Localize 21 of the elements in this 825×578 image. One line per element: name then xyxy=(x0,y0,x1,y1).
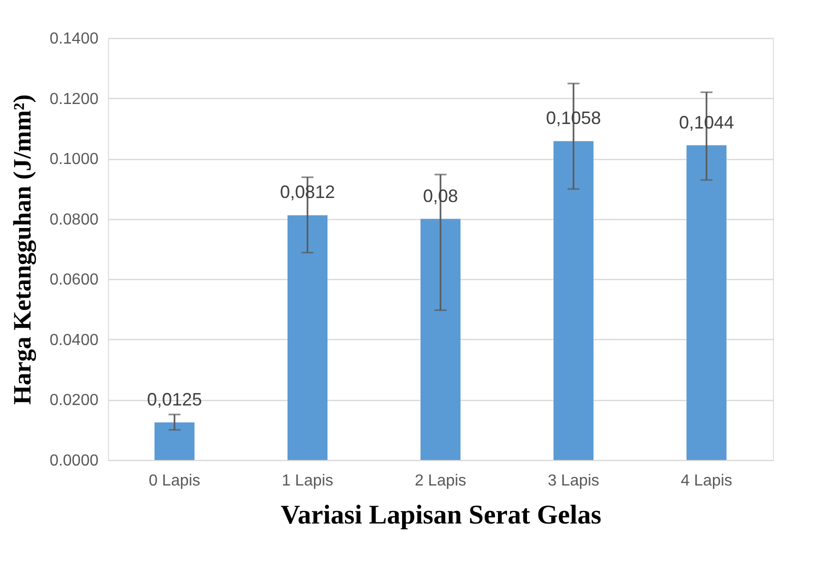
y-tick-label: 0.0800 xyxy=(50,211,99,228)
y-tick-label: 0.0000 xyxy=(50,452,99,470)
x-tick-label: 4 Lapis xyxy=(680,472,732,490)
y-tick-label: 0.1200 xyxy=(50,90,99,108)
y-tick-label: 0.0200 xyxy=(50,392,99,410)
x-tick-label: 1 Lapis xyxy=(282,472,334,490)
x-tick-label: 0 Lapis xyxy=(148,472,200,490)
y-tick-label: 0.0600 xyxy=(50,272,99,289)
bar xyxy=(288,215,328,460)
y-tick-label: 0.0400 xyxy=(50,332,99,349)
bar xyxy=(686,145,726,460)
x-tick-label: 3 Lapis xyxy=(548,472,600,490)
x-axis-title: Variasi Lapisan Serat Gelas xyxy=(280,500,602,530)
y-tick-label: 0.1000 xyxy=(50,151,99,168)
y-tick-label: 0.1400 xyxy=(50,30,99,48)
x-tick-label: 2 Lapis xyxy=(414,472,466,490)
y-axis-title: Harga Ketangguhan (J/mm²) xyxy=(10,94,37,405)
bar xyxy=(154,422,194,460)
data-label: 0,0125 xyxy=(146,389,202,410)
bar xyxy=(554,141,594,460)
bar xyxy=(420,218,460,460)
